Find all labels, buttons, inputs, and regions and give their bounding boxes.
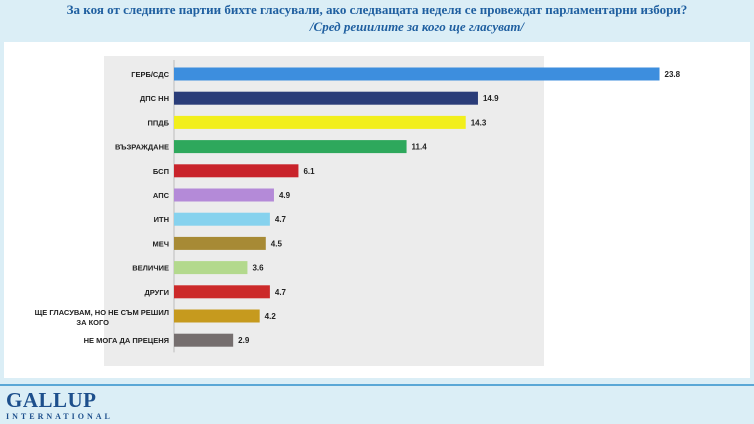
footer-divider [0, 384, 754, 386]
value-label: 23.8 [665, 70, 681, 79]
bar-chart: ГЕРБ/СДС 23.8 ДПС НН 14.9 ППДБ 14.3 ВЪЗРАЖДАНЕ… [35, 56, 681, 366]
value-label: 14.9 [483, 94, 499, 103]
bar [174, 115, 466, 129]
category-label: ППДБ [147, 118, 169, 127]
chart-panel: ГЕРБ/СДС 23.8 ДПС НН 14.9 ППДБ 14.3 ВЪЗРАЖДАНЕ… [4, 42, 750, 378]
value-label: 4.9 [279, 191, 291, 200]
logo-main-text: GALLUP [6, 388, 97, 412]
category-label: ДПС НН [140, 94, 169, 103]
value-label: 4.2 [265, 312, 277, 321]
category-label: МЕЧ [152, 239, 169, 248]
bar [174, 333, 234, 347]
bar [174, 140, 407, 154]
category-label: ВЕЛИЧИЕ [132, 264, 169, 273]
bar [174, 236, 266, 250]
category-label: ДРУГИ [144, 288, 169, 297]
value-label: 6.1 [303, 167, 315, 176]
category-label: ЩЕ ГЛАСУВАМ, НО НЕ СЪМ РЕШИЛ ЗА КОГО [35, 308, 169, 327]
bar [174, 309, 260, 323]
category-label: АПС [153, 191, 170, 200]
bar [174, 164, 299, 178]
category-label: ВЪЗРАЖДАНЕ [115, 143, 169, 152]
value-label: 2.9 [238, 336, 250, 345]
value-label: 4.7 [275, 215, 287, 224]
value-label: 4.7 [275, 288, 287, 297]
category-label: ИТН [154, 215, 169, 224]
bar [174, 261, 248, 275]
value-label: 14.3 [471, 118, 487, 127]
category-label: БСП [153, 167, 169, 176]
category-label: ГЕРБ/СДС [131, 70, 169, 79]
category-label: НЕ МОГА ДА ПРЕЦЕНЯ [84, 336, 169, 345]
bar [174, 91, 478, 105]
logo-sub-text: INTERNATIONAL [6, 412, 113, 421]
value-label: 3.6 [252, 264, 264, 273]
bar [174, 285, 270, 299]
bar [174, 212, 270, 226]
value-label: 4.5 [271, 239, 283, 248]
value-label: 11.4 [412, 143, 428, 152]
bar [174, 67, 660, 81]
gallup-logo: GALLUP INTERNATIONAL [6, 390, 126, 424]
page-subtitle: /Сред решилите за кого ще гласуват/ [309, 19, 525, 34]
page-title: За коя от следните партии бихте гласувал… [66, 2, 688, 17]
bar [174, 188, 274, 202]
